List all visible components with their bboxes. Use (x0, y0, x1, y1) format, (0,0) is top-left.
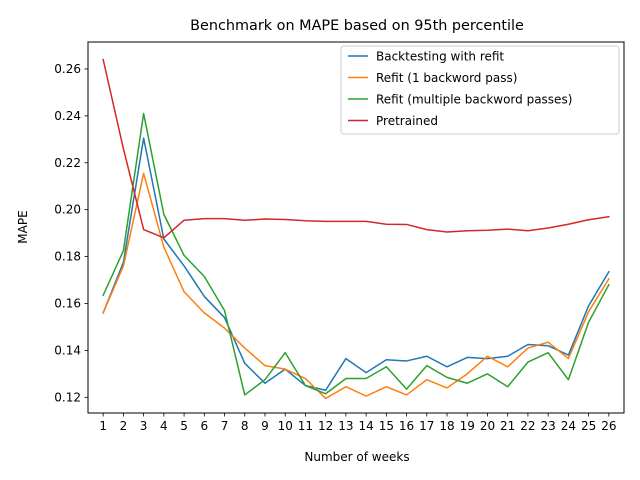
y-axis-title: MAPE (16, 210, 30, 243)
x-tick-label: 8 (241, 419, 249, 433)
x-tick-label: 2 (120, 419, 128, 433)
legend-label: Refit (multiple backword passes) (376, 93, 572, 107)
x-tick-label: 20 (480, 419, 495, 433)
x-tick-label: 17 (419, 419, 434, 433)
x-tick-label: 14 (358, 419, 373, 433)
chart-title: Benchmark on MAPE based on 95th percenti… (190, 18, 524, 34)
y-axis-ticks: 0.12 0.14 0.16 0.18 0.20 0.22 0.24 0.26 (54, 62, 88, 404)
plot-frame (87, 41, 625, 414)
x-tick-label: 16 (399, 419, 414, 433)
series-line-1 (102, 137, 610, 391)
legend-label: Backtesting with refit (376, 50, 504, 64)
x-tick-label: 18 (439, 419, 454, 433)
series-line-4 (102, 58, 610, 239)
x-tick-label: 13 (338, 419, 353, 433)
x-tick-label: 7 (221, 419, 229, 433)
series-line-2 (102, 172, 610, 400)
y-tick-label: 0.14 (54, 343, 81, 357)
x-tick-label: 19 (460, 419, 475, 433)
x-tick-label: 11 (298, 419, 313, 433)
legend-box (340, 45, 620, 135)
y-tick-label: 0.16 (54, 296, 81, 310)
y-tick-label: 0.18 (54, 250, 81, 264)
x-tick-label: 23 (541, 419, 556, 433)
y-tick-label: 0.12 (54, 390, 81, 404)
y-tick-label: 0.26 (54, 62, 81, 76)
x-tick-label: 15 (379, 419, 394, 433)
x-tick-label: 1 (99, 419, 107, 433)
x-tick-label: 10 (278, 419, 293, 433)
x-tick-label: 3 (140, 419, 148, 433)
x-tick-label: 6 (200, 419, 208, 433)
x-tick-label: 21 (500, 419, 515, 433)
series-line-3 (102, 112, 610, 396)
series-lines (102, 58, 610, 400)
x-tick-label: 5 (180, 419, 188, 433)
x-tick-label: 22 (520, 419, 535, 433)
x-tick-label: 9 (261, 419, 269, 433)
x-axis-title: Number of weeks (304, 450, 409, 464)
y-tick-label: 0.22 (54, 156, 81, 170)
legend-label: Refit (1 backword pass) (376, 71, 517, 85)
y-tick-label: 0.24 (54, 109, 81, 123)
x-tick-label: 24 (561, 419, 576, 433)
x-tick-label: 25 (581, 419, 596, 433)
legend: Backtesting with refit Refit (1 backword … (340, 45, 620, 135)
x-axis-ticks: 1 2 3 4 5 6 7 8 9 10 11 12 13 14 15 16 17 18 19 20 21 22 23 24 2… (99, 413, 616, 433)
legend-label: Pretrained (376, 114, 438, 128)
y-tick-label: 0.20 (54, 203, 81, 217)
x-tick-label: 26 (601, 419, 616, 433)
x-tick-label: 4 (160, 419, 168, 433)
x-tick-label: 12 (318, 419, 333, 433)
